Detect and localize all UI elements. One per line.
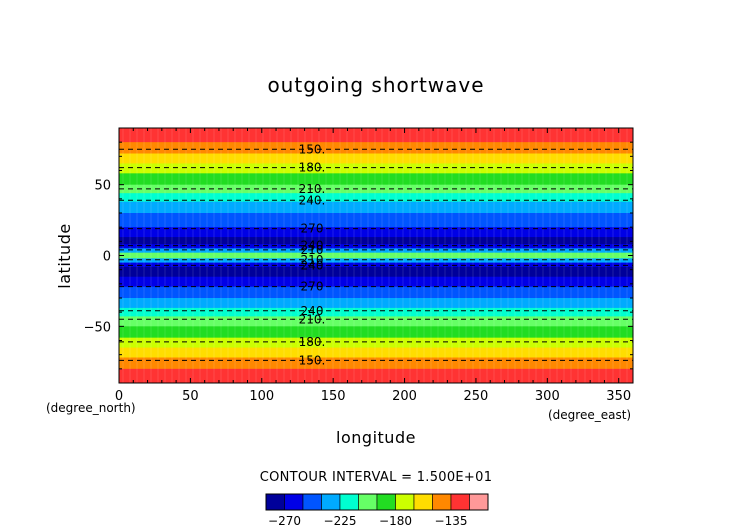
colorbar-swatch-11: [469, 493, 489, 511]
contour-label-10: 240: [301, 304, 324, 318]
x-tick-label-250: 250: [464, 389, 489, 404]
colorbar-tick-label--270: −270: [268, 514, 301, 528]
colorbar-swatch-0: [265, 493, 285, 511]
y-tick-label--50: −50: [84, 320, 111, 335]
x-tick-label-350: 350: [606, 389, 631, 404]
colorbar-tick-label--135: −135: [435, 514, 468, 528]
contour-band-3: [119, 163, 633, 174]
chart-title: outgoing shortwave: [267, 73, 484, 97]
colorbar-tick-label--225: −225: [324, 514, 357, 528]
contour-label-3: 240.: [299, 193, 326, 207]
contour-label-5: 240: [301, 239, 324, 253]
x-tick-label-200: 200: [392, 389, 417, 404]
contour-interval-text: CONTOUR INTERVAL = 1.500E+01: [260, 470, 493, 485]
colorbar-swatch-8: [413, 493, 433, 511]
x-tick-label-150: 150: [321, 389, 346, 404]
contour-label-8: 240: [301, 258, 324, 272]
contour-label-11: 210.: [299, 312, 326, 326]
contour-band-17: [119, 276, 633, 288]
y-axis-ticks: −50 0 50: [84, 141, 633, 370]
colorbar-swatch-3: [321, 493, 341, 511]
x-tick-label-50: 50: [182, 389, 199, 404]
contour-band-26: [119, 368, 633, 383]
colorbar-swatch-5: [358, 493, 378, 511]
contour-band-20: [119, 307, 633, 318]
contour-band-14: [119, 258, 633, 264]
x-tick-label-300: 300: [535, 389, 560, 404]
contour-band-1: [119, 142, 633, 155]
contour-band-11: [119, 244, 633, 250]
colorbar-swatch-7: [395, 493, 415, 511]
contour-band-19: [119, 298, 633, 309]
colorbar-swatch-6: [376, 493, 396, 511]
contour-band-9: [119, 227, 633, 238]
contour-band-12: [119, 248, 633, 254]
colorbar-swatch-1: [284, 493, 304, 511]
contour-label-9: 270: [301, 280, 324, 294]
x-unit-label: (degree_east): [548, 408, 631, 422]
contour-labels: 150.180.210.240.270240210210240270240210…: [299, 142, 326, 367]
x-axis-label: longitude: [336, 428, 416, 447]
contour-band-4: [119, 173, 633, 186]
contour-texture: [122, 128, 628, 383]
contour-band-7: [119, 201, 633, 214]
contour-label-13: 150.: [299, 353, 326, 367]
contour-band-13: [119, 252, 633, 259]
y-tick-label-50: 50: [94, 179, 111, 194]
contour-label-12: 180.: [299, 335, 326, 349]
contour-band-25: [119, 357, 633, 370]
contour-band-24: [119, 347, 633, 359]
contour-lines: [119, 148, 633, 361]
colorbar-ticks: −270 −225 −180 −135: [268, 514, 467, 528]
contour-band-22: [119, 326, 633, 339]
colorbar: [265, 493, 489, 511]
contour-label-1: 180.: [299, 161, 326, 175]
plot-area: [119, 128, 633, 383]
y-axis-label: latitude: [55, 223, 74, 288]
colorbar-swatch-2: [302, 493, 322, 511]
contour-label-2: 210.: [299, 182, 326, 196]
contour-band-0: [119, 128, 633, 143]
contour-band-23: [119, 337, 633, 349]
contour-label-7: 210: [301, 253, 324, 267]
colorbar-swatch-10: [450, 493, 470, 511]
contour-band-21: [119, 316, 633, 327]
x-tick-label-0: 0: [115, 389, 123, 404]
contour-band-6: [119, 193, 633, 203]
colorbar-swatch-9: [432, 493, 452, 511]
contour-band-10: [119, 237, 633, 245]
contour-label-0: 150.: [299, 142, 326, 156]
contour-band-2: [119, 153, 633, 165]
y-unit-label: (degree_north): [46, 401, 136, 415]
filled-contour-bands: [119, 128, 633, 383]
contour-band-8: [119, 213, 633, 228]
colorbar-frame: [265, 493, 489, 511]
y-tick-label-0: 0: [103, 250, 111, 265]
contour-band-16: [119, 266, 633, 278]
contour-label-6: 210: [301, 243, 324, 257]
colorbar-swatch-4: [339, 493, 359, 511]
contour-band-18: [119, 286, 633, 299]
x-axis-ticks: 0 50 100 150 200 250 300 350: [115, 128, 631, 404]
x-tick-label-100: 100: [249, 389, 274, 404]
contour-label-4: 270: [301, 222, 324, 236]
colorbar-tick-label--180: −180: [379, 514, 412, 528]
